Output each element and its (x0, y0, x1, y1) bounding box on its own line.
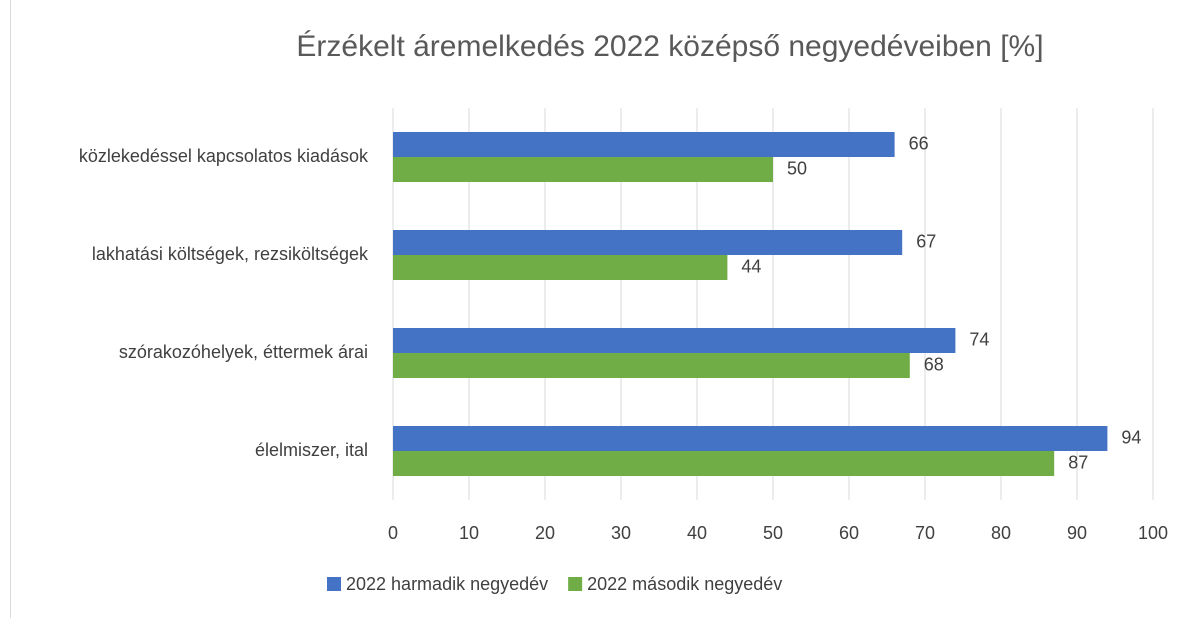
x-tick-label: 70 (915, 523, 935, 543)
x-tick-label: 20 (535, 523, 555, 543)
data-label: 66 (909, 133, 929, 153)
data-label: 74 (969, 329, 989, 349)
bar (393, 230, 903, 255)
x-tick-label: 30 (611, 523, 631, 543)
bar (393, 157, 773, 182)
legend-swatch (327, 577, 341, 591)
y-tick-label: lakhatási költségek, rezsiköltségek (92, 244, 369, 264)
x-tick-label: 40 (687, 523, 707, 543)
bar (393, 426, 1108, 451)
x-tick-label: 100 (1138, 523, 1168, 543)
bar (393, 353, 910, 378)
bar (393, 451, 1055, 476)
legend-swatch (568, 577, 583, 591)
data-label: 50 (787, 158, 807, 178)
data-label: 94 (1121, 427, 1141, 447)
bar (393, 328, 956, 353)
x-tick-label: 10 (459, 523, 479, 543)
y-tick-label: közlekedéssel kapcsolatos kiadások (79, 146, 369, 166)
chart-title: Érzékelt áremelkedés 2022 középső negyed… (296, 30, 1043, 63)
data-label: 44 (741, 256, 761, 276)
bar (393, 255, 728, 280)
data-label: 87 (1068, 452, 1088, 472)
y-tick-label: élelmiszer, ital (255, 440, 368, 460)
x-tick-label: 50 (763, 523, 783, 543)
legend-label: 2022 harmadik negyedév (346, 574, 548, 594)
data-label: 68 (924, 354, 944, 374)
x-tick-label: 90 (1067, 523, 1087, 543)
x-tick-label: 60 (839, 523, 859, 543)
bar (393, 132, 895, 157)
data-label: 67 (916, 231, 936, 251)
x-tick-label: 80 (991, 523, 1011, 543)
chart-border (10, 0, 11, 618)
x-tick-label: 0 (388, 523, 398, 543)
y-tick-label: szórakozóhelyek, éttermek árai (119, 342, 368, 362)
legend-label: 2022 második negyedév (587, 574, 782, 594)
